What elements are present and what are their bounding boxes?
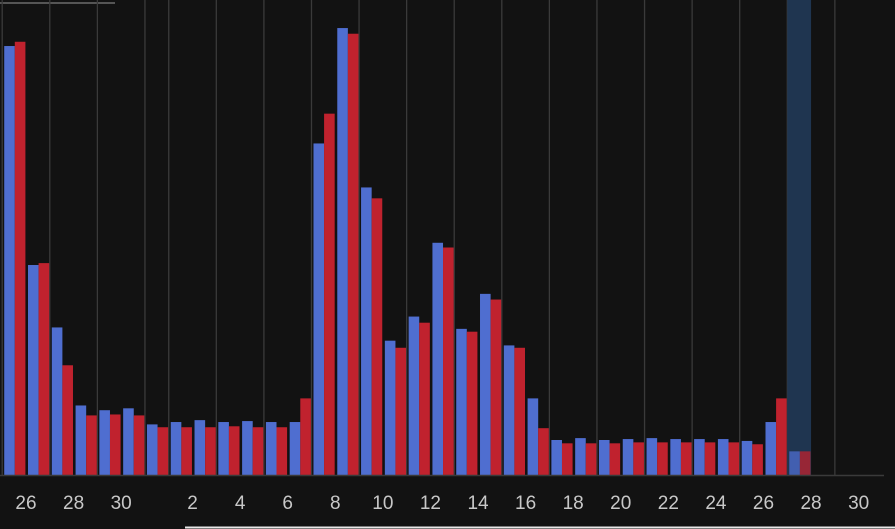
x-tick-label: 10 <box>372 493 393 514</box>
bar-blue-15[interactable] <box>503 345 515 475</box>
bar-red-12[interactable] <box>443 247 454 475</box>
x-tick-label: 20 <box>610 493 631 514</box>
x-tick-label: 24 <box>705 493 727 514</box>
bar-blue-16[interactable] <box>527 398 539 475</box>
bar-blue-26[interactable] <box>28 265 39 475</box>
bar-red-9[interactable] <box>371 198 383 475</box>
bar-red-3[interactable] <box>228 426 240 475</box>
bar-red-22[interactable] <box>680 442 692 475</box>
bar-blue-22[interactable] <box>670 439 681 475</box>
bar-blue-27[interactable] <box>51 327 63 475</box>
bar-red-27[interactable] <box>799 451 811 475</box>
bar-red-7[interactable] <box>324 113 335 476</box>
bar-red-25[interactable] <box>14 41 26 475</box>
bar-blue-5[interactable] <box>265 422 277 475</box>
bar-blue-7[interactable] <box>313 143 325 475</box>
bar-red-8[interactable] <box>347 33 359 475</box>
bar-blue-1[interactable] <box>170 422 182 475</box>
bar-blue-21[interactable] <box>646 438 658 475</box>
bar-red-5[interactable] <box>276 427 288 475</box>
bar-red-26[interactable] <box>38 263 50 475</box>
bar-red-13[interactable] <box>466 331 478 475</box>
bar-blue-18[interactable] <box>575 438 586 475</box>
x-tick-label: 22 <box>658 493 679 514</box>
bars <box>4 28 811 476</box>
bar-blue-11[interactable] <box>408 316 420 475</box>
bar-blue-24[interactable] <box>717 439 729 475</box>
selected-day-highlight[interactable] <box>787 0 812 475</box>
x-tick-label: 12 <box>420 493 441 514</box>
x-tick-label: 28 <box>63 493 84 514</box>
bar-red-23[interactable] <box>704 442 716 475</box>
bar-blue-8[interactable] <box>337 28 348 475</box>
bar-red-30[interactable] <box>133 415 145 475</box>
bar-blue-13[interactable] <box>456 328 467 475</box>
x-tick-label: 16 <box>515 493 536 514</box>
bar-blue-31[interactable] <box>146 424 158 475</box>
x-tick-label: 18 <box>563 493 584 514</box>
bar-blue-27[interactable] <box>789 451 800 475</box>
bar-blue-2[interactable] <box>194 420 206 475</box>
bar-red-17[interactable] <box>561 443 573 475</box>
bar-red-24[interactable] <box>728 442 740 475</box>
bar-red-1[interactable] <box>181 427 192 475</box>
bar-red-16[interactable] <box>538 428 549 475</box>
highlight-band <box>787 0 812 475</box>
bar-red-11[interactable] <box>419 322 430 475</box>
bar-blue-30[interactable] <box>123 408 134 475</box>
bar-red-18[interactable] <box>585 443 597 475</box>
bar-red-25[interactable] <box>752 444 763 475</box>
x-tick-label: 30 <box>111 493 132 514</box>
bar-blue-3[interactable] <box>218 422 229 475</box>
bar-red-15[interactable] <box>514 347 525 475</box>
bar-blue-29[interactable] <box>99 410 110 475</box>
bar-blue-6[interactable] <box>289 422 301 475</box>
x-tick-label: 26 <box>753 493 774 514</box>
bar-red-4[interactable] <box>252 427 264 475</box>
bar-blue-26[interactable] <box>765 422 777 475</box>
bar-red-2[interactable] <box>205 427 216 475</box>
grid-lines <box>1 0 836 475</box>
bar-blue-28[interactable] <box>75 405 87 475</box>
bar-red-6[interactable] <box>300 398 311 475</box>
bar-red-29[interactable] <box>109 414 121 475</box>
bar-blue-4[interactable] <box>242 421 253 475</box>
x-tick-label: 4 <box>235 493 246 514</box>
x-tick-label: 6 <box>282 493 293 514</box>
bar-red-19[interactable] <box>609 443 621 475</box>
bar-red-28[interactable] <box>86 415 97 475</box>
bar-blue-12[interactable] <box>432 242 444 475</box>
bar-blue-25[interactable] <box>4 46 15 475</box>
bar-red-26[interactable] <box>776 398 787 475</box>
bar-red-20[interactable] <box>633 442 644 475</box>
x-tick-labels: 26 28 30 2 4 6 8 10 12 14 16 18 20 22 24 26 28 30 <box>15 493 869 514</box>
x-tick-label: 14 <box>467 493 489 514</box>
bar-blue-14[interactable] <box>480 293 491 475</box>
bar-blue-10[interactable] <box>384 340 396 475</box>
bar-blue-9[interactable] <box>361 187 372 475</box>
bar-red-21[interactable] <box>657 442 668 475</box>
x-tick-label: 30 <box>848 493 869 514</box>
bar-blue-20[interactable] <box>622 439 634 475</box>
bar-red-27[interactable] <box>62 365 73 475</box>
bar-red-14[interactable] <box>490 299 502 475</box>
bar-blue-23[interactable] <box>694 439 705 475</box>
bar-blue-25[interactable] <box>741 440 753 475</box>
x-tick-label: 2 <box>187 493 198 514</box>
x-tick-label: 26 <box>15 493 36 514</box>
bar-blue-17[interactable] <box>551 440 562 475</box>
x-tick-label: 8 <box>330 493 341 514</box>
bar-blue-19[interactable] <box>598 440 610 475</box>
bar-red-10[interactable] <box>395 347 407 475</box>
x-tick-label: 28 <box>800 493 821 514</box>
bar-red-31[interactable] <box>157 427 169 475</box>
